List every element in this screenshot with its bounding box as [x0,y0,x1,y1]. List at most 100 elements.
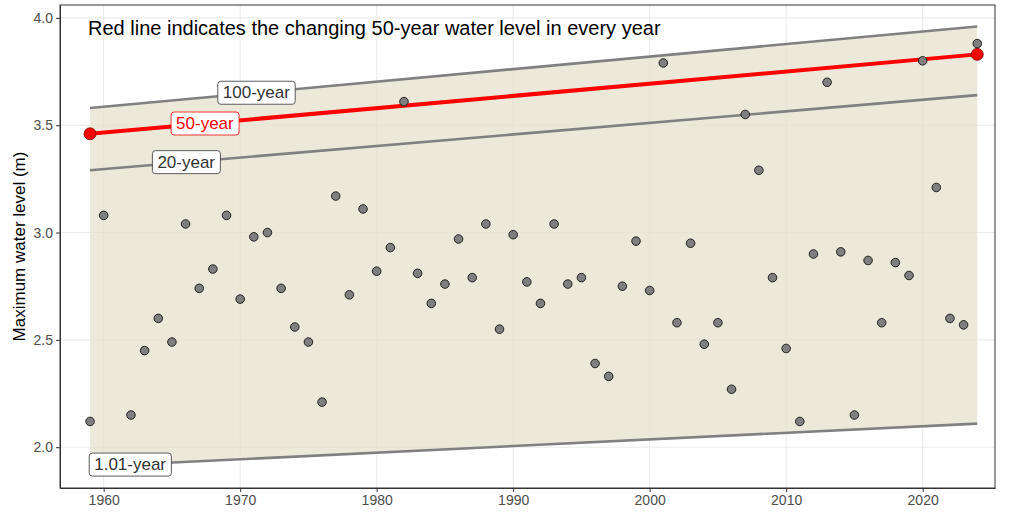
data-point [250,233,259,242]
x-tick-label: 2020 [908,492,939,508]
data-point [195,284,204,293]
data-point [946,314,955,323]
band [90,26,977,466]
data-point [454,235,463,244]
plot-background [60,5,995,488]
line-label-box [152,151,220,174]
data-point [618,282,627,291]
data-point [768,273,777,282]
data-point [836,248,845,257]
marks [84,26,983,466]
data-point [304,338,313,347]
y-tick-mark [56,340,60,341]
data-point [359,205,368,214]
data-point [536,299,545,308]
data-point [645,286,654,295]
grid [60,5,995,488]
line-label-box [89,453,171,476]
data-point [877,318,886,327]
data-point [331,192,340,201]
x-tick-label: 1980 [362,492,393,508]
line-labels: 100-year 50-year 20-year 1.01-year [89,81,295,476]
return-level-line [90,95,977,170]
data-point [154,314,163,323]
line-label: 1.01-year [89,453,171,476]
x-tick: 2020 [908,488,939,508]
data-point [673,318,682,327]
data-point [850,411,859,420]
x-tick-label: 2010 [771,492,802,508]
x-tick: 1990 [498,488,529,508]
line-label: 100-year [218,81,295,104]
data-point [127,411,136,420]
data-point [400,97,409,106]
data-point [509,230,518,239]
data-point [741,110,750,119]
data-point [632,237,641,246]
data-point [181,220,190,229]
line-label-text: 20-year [157,153,215,172]
data-point [714,318,723,327]
y-tick-mark [56,233,60,234]
x-tick-label: 1990 [498,492,529,508]
data-point [427,299,436,308]
data-point [782,344,791,353]
data-point [905,271,914,280]
data-point [563,280,572,289]
x-tick-label: 1960 [89,492,120,508]
y-axis: 2.0 2.5 3.0 3.5 4.0 [34,6,61,489]
line-label-box [218,81,295,104]
data-point [413,269,422,278]
data-point [222,211,231,220]
data-point [796,417,805,426]
data-point [386,243,395,252]
y-tick-mark [56,18,60,19]
y-tick-label: 3.0 [34,225,54,241]
data-point [482,220,491,229]
data-point [441,280,450,289]
return-level-line [90,54,977,133]
y-tick: 4.0 [34,10,60,26]
plot-frame [60,5,995,488]
data-point [577,273,586,282]
data-point [591,359,600,368]
x-tick: 2000 [635,488,666,508]
data-point [932,183,941,192]
data-point [277,284,286,293]
y-tick-label: 2.5 [34,332,54,348]
series-marker [971,48,983,60]
y-tick: 3.5 [34,117,60,133]
data-point [755,166,764,175]
data-point [468,273,477,282]
data-point [864,256,873,265]
data-point [99,211,108,220]
x-tick-label: 1970 [225,492,256,508]
y-tick-mark [56,125,60,126]
line-label-text: 100-year [223,83,290,102]
data-point [700,340,709,349]
data-point [727,385,736,394]
y-tick-label: 4.0 [34,10,54,26]
line-label-text: 50-year [176,114,234,133]
y-tick: 2.5 [34,332,60,348]
series-marker [84,128,96,140]
data-point [345,291,354,300]
data-point [659,59,668,68]
line-label-text: 1.01-year [94,455,166,474]
data-point [495,325,504,334]
y-tick: 3.0 [34,225,60,241]
data-point [823,78,832,87]
data-point [236,295,245,304]
data-point [604,372,613,381]
data-point [140,346,149,355]
line-label: 50-year [171,112,239,135]
data-point [318,398,327,407]
data-point [809,250,818,259]
chart: 100-year50-year20-year1.01-yearRed line … [0,0,1024,512]
y-tick-label: 2.0 [34,439,54,455]
line-label: 20-year [152,151,220,174]
y-tick-label: 3.5 [34,117,54,133]
data-point [973,39,982,48]
line-label-box [171,112,239,135]
data-point [550,220,559,229]
